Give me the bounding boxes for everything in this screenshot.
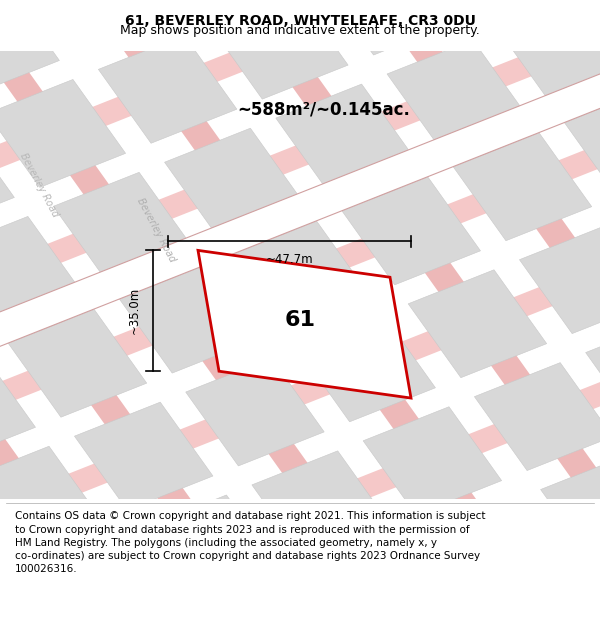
Polygon shape (453, 132, 592, 241)
Polygon shape (209, 0, 348, 99)
Polygon shape (32, 0, 170, 51)
Polygon shape (98, 36, 237, 143)
Text: Map shows position and indicative extent of the property.: Map shows position and indicative extent… (120, 24, 480, 37)
Text: Contains OS data © Crown copyright and database right 2021. This information is : Contains OS data © Crown copyright and d… (15, 511, 485, 574)
Polygon shape (0, 446, 101, 554)
Polygon shape (140, 495, 279, 603)
Polygon shape (0, 0, 600, 176)
Polygon shape (565, 89, 600, 197)
Polygon shape (269, 0, 600, 625)
Polygon shape (496, 592, 600, 625)
Polygon shape (297, 314, 436, 422)
Text: ~35.0m: ~35.0m (127, 287, 140, 334)
Polygon shape (586, 319, 600, 426)
Polygon shape (387, 40, 526, 148)
Polygon shape (0, 79, 125, 188)
Polygon shape (207, 588, 346, 625)
Polygon shape (8, 309, 147, 418)
Polygon shape (0, 0, 109, 625)
Polygon shape (0, 3, 600, 547)
Polygon shape (198, 251, 411, 398)
Polygon shape (0, 189, 600, 625)
Polygon shape (475, 362, 600, 471)
Polygon shape (158, 0, 600, 625)
Polygon shape (231, 221, 369, 329)
Polygon shape (0, 583, 56, 625)
Polygon shape (0, 0, 220, 625)
Polygon shape (0, 0, 600, 83)
Polygon shape (430, 499, 568, 608)
Polygon shape (0, 0, 554, 625)
Polygon shape (342, 177, 481, 285)
Text: Beverley Road: Beverley Road (18, 152, 60, 219)
Polygon shape (0, 0, 442, 625)
Polygon shape (53, 173, 192, 280)
Text: 61, BEVERLEY ROAD, WHYTELEAFE, CR3 0DU: 61, BEVERLEY ROAD, WHYTELEAFE, CR3 0DU (125, 14, 475, 28)
Polygon shape (0, 0, 600, 361)
Text: ~47.7m: ~47.7m (266, 253, 313, 266)
Polygon shape (541, 456, 600, 563)
Polygon shape (0, 374, 600, 625)
Polygon shape (0, 0, 600, 542)
Polygon shape (185, 358, 324, 466)
Polygon shape (276, 84, 415, 192)
Polygon shape (0, 0, 331, 625)
Polygon shape (363, 407, 502, 514)
Polygon shape (380, 0, 600, 598)
Text: 61: 61 (284, 310, 316, 330)
Polygon shape (0, 467, 600, 625)
Polygon shape (408, 270, 547, 378)
Polygon shape (499, 0, 600, 104)
Polygon shape (0, 124, 14, 231)
Polygon shape (520, 226, 600, 334)
Polygon shape (491, 0, 600, 553)
Polygon shape (46, 0, 600, 625)
Polygon shape (119, 265, 258, 373)
Polygon shape (0, 0, 59, 94)
Polygon shape (0, 353, 35, 461)
Text: ~588m²/~0.145ac.: ~588m²/~0.145ac. (238, 101, 410, 118)
Polygon shape (0, 96, 600, 625)
Text: Beverley Road: Beverley Road (135, 196, 177, 264)
Polygon shape (252, 451, 391, 559)
Polygon shape (321, 0, 460, 55)
Polygon shape (143, 0, 282, 6)
Polygon shape (0, 0, 600, 269)
Polygon shape (0, 216, 80, 324)
Polygon shape (74, 402, 213, 510)
Polygon shape (432, 0, 571, 11)
Polygon shape (0, 281, 600, 625)
Polygon shape (29, 539, 168, 625)
Polygon shape (164, 128, 303, 236)
Polygon shape (318, 544, 457, 625)
Polygon shape (0, 0, 600, 454)
